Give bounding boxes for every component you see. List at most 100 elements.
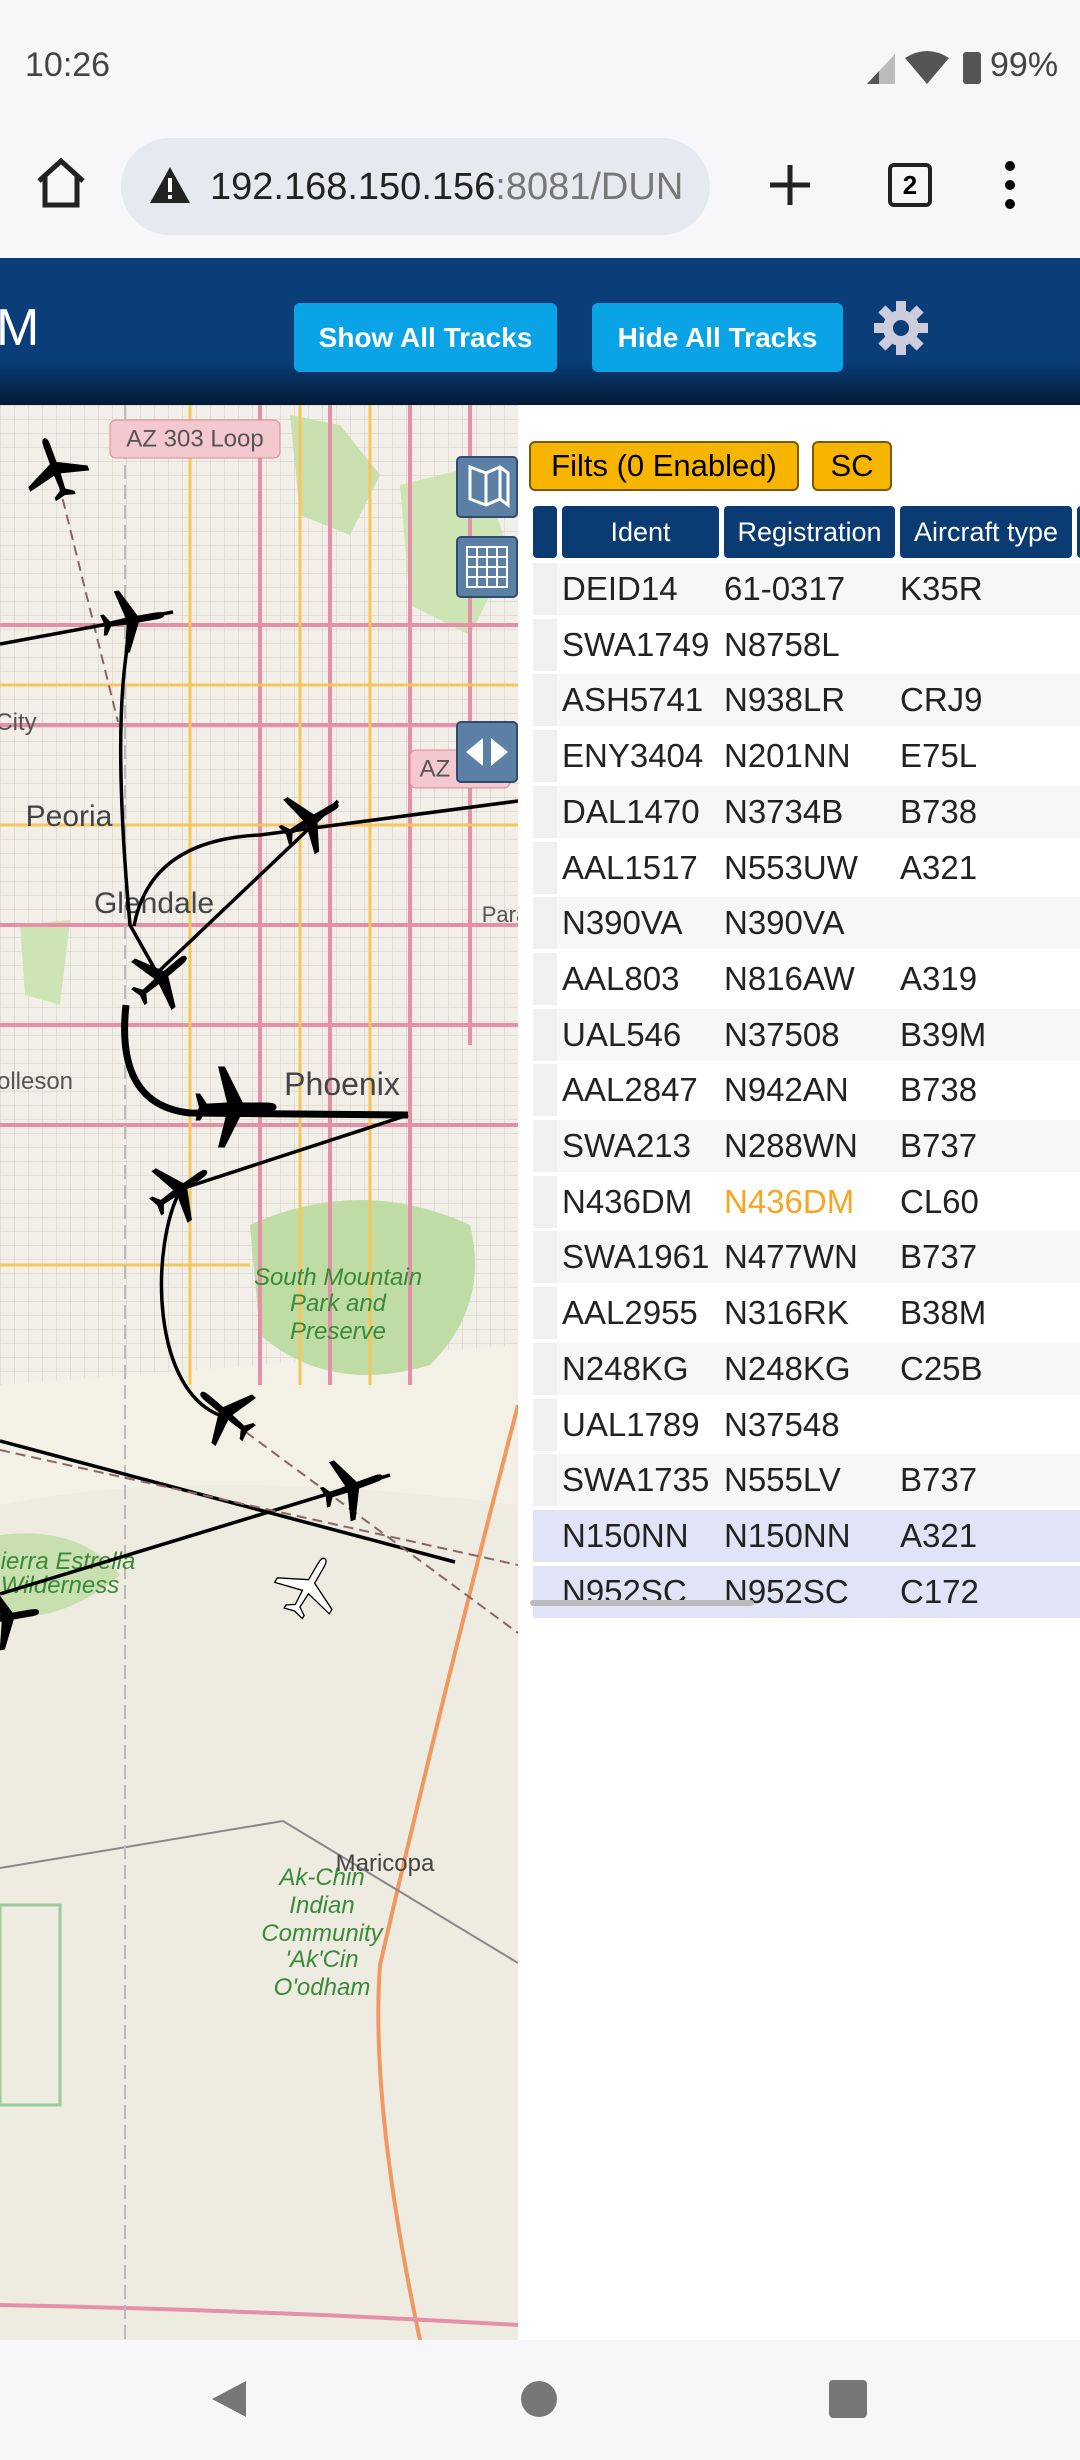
table-cell: N553UW: [724, 848, 858, 886]
table-row[interactable]: [533, 563, 1080, 615]
table-row[interactable]: [533, 952, 1080, 1005]
table-row[interactable]: [533, 1008, 1080, 1061]
row-handle: [533, 1398, 557, 1451]
table-cell: N942AN: [724, 1071, 849, 1109]
table-row[interactable]: [533, 674, 1080, 727]
table-row[interactable]: [533, 1287, 1080, 1340]
table-cell: DEID14: [562, 570, 678, 607]
community-label: Indian: [289, 1892, 354, 1919]
table-row[interactable]: [533, 785, 1080, 838]
filter-button[interactable]: Filts (0 Enabled): [529, 441, 799, 491]
table-cell: C25B: [900, 1349, 983, 1387]
table-cell: AAL803: [562, 959, 680, 997]
table-cell: SWA1735: [562, 1461, 710, 1499]
table-cell: B737: [900, 1238, 978, 1276]
table-row[interactable]: [533, 1175, 1080, 1228]
table-row[interactable]: [533, 1342, 1080, 1395]
table-cell: N288WN: [724, 1127, 858, 1164]
place-label: Glendale: [94, 887, 214, 920]
row-handle: [533, 952, 557, 1005]
recents[interactable]: [829, 2380, 867, 2418]
table-cell: 61-0317: [724, 570, 846, 607]
table-cell: N390VA: [724, 904, 845, 942]
table-row[interactable]: [533, 618, 1080, 671]
table-cell: B39M: [900, 1015, 987, 1053]
table-cell: N390VA: [562, 904, 683, 942]
table-row[interactable]: [533, 1231, 1080, 1284]
status-icons: [867, 51, 981, 84]
table-cell: AAL2847: [562, 1071, 698, 1109]
nav-buttons: [212, 2380, 867, 2418]
table-cell: B737: [900, 1127, 978, 1164]
row-handle: [533, 897, 557, 950]
park-label: Sierra Estrella: [0, 1548, 135, 1575]
tab-count[interactable]: 2: [888, 163, 932, 207]
row-handle: [533, 1120, 557, 1172]
row-handle: [533, 1509, 557, 1562]
table-row[interactable]: [533, 841, 1080, 894]
home-nav[interactable]: [521, 2381, 557, 2417]
table-row[interactable]: [533, 1454, 1080, 1507]
column-header[interactable]: Registration: [724, 506, 895, 558]
warning-icon: [150, 167, 190, 203]
table-row[interactable]: [533, 730, 1080, 783]
column-header[interactable]: Ident: [562, 506, 719, 558]
row-handle: [533, 618, 557, 671]
place-label: olleson: [0, 1068, 73, 1095]
table-row[interactable]: [533, 1398, 1080, 1451]
table-cell: ASH5741: [562, 681, 704, 719]
table-cell: CL60: [900, 1182, 979, 1220]
table-cell: AAL1517: [562, 848, 698, 886]
table-row[interactable]: [533, 1120, 1080, 1172]
new-tab[interactable]: [768, 163, 812, 207]
table-cell: N150NN: [562, 1516, 689, 1554]
place-label: Phoenix: [284, 1066, 400, 1102]
table-cell: SWA1961: [562, 1238, 710, 1276]
row-handle: [533, 1175, 557, 1228]
table-cell: DAL1470: [562, 792, 700, 830]
table-row[interactable]: [533, 1509, 1080, 1562]
community-label: Ak-Chin: [277, 1864, 364, 1891]
place-label: Peoria: [26, 800, 113, 833]
table-cell: C172: [900, 1572, 979, 1610]
settings[interactable]: [873, 300, 929, 356]
table-cell: A321: [900, 848, 978, 886]
table-row[interactable]: [533, 897, 1080, 950]
table-cell: N201NN: [724, 737, 851, 775]
table-cell: A319: [900, 959, 978, 997]
row-handle: [533, 1454, 557, 1507]
table-cell: N477WN: [724, 1238, 858, 1276]
hide-all-tracks[interactable]: Hide All Tracks: [592, 303, 843, 372]
table-cell: N37508: [724, 1015, 840, 1053]
place-label: Para: [482, 902, 518, 927]
row-handle: [533, 1287, 557, 1340]
table-cell: N248KG: [724, 1349, 851, 1387]
sc-button[interactable]: SC: [812, 441, 892, 491]
table-cell: N952SC: [724, 1572, 849, 1610]
place-label: City: [0, 709, 37, 736]
status-bar: [0, 0, 1080, 118]
home-button[interactable]: [35, 157, 87, 209]
community-label: O'odham: [274, 1974, 371, 2001]
table-cell: UAL1789: [562, 1405, 700, 1443]
scrollbar: [530, 1600, 754, 1606]
menu[interactable]: [1000, 160, 1020, 210]
table-cell: N150NN: [724, 1516, 851, 1554]
community-label: 'Ak'Cin: [285, 1946, 358, 1973]
clock: 10:26: [25, 46, 111, 84]
table-cell: N436DM: [724, 1182, 855, 1220]
header-cell: [1077, 506, 1080, 558]
table-cell: SWA213: [562, 1127, 692, 1164]
row-handle: [533, 1565, 557, 1618]
table-cell: N8758L: [724, 625, 840, 663]
map[interactable]: AZ 303 Loop AZ 5 City Peoria Glendale Pa…: [0, 405, 518, 2340]
row-handle: [533, 730, 557, 783]
show-all-tracks[interactable]: Show All Tracks: [294, 303, 557, 372]
table-row[interactable]: [533, 1064, 1080, 1117]
column-header[interactable]: Aircraft type: [900, 506, 1072, 558]
url-bar[interactable]: 192.168.150.156:8081/DUN: [121, 138, 710, 235]
back-button[interactable]: [212, 2381, 246, 2417]
table-row[interactable]: [533, 1565, 1080, 1618]
table-cell: N248KG: [562, 1349, 689, 1387]
row-handle: [533, 1064, 557, 1117]
